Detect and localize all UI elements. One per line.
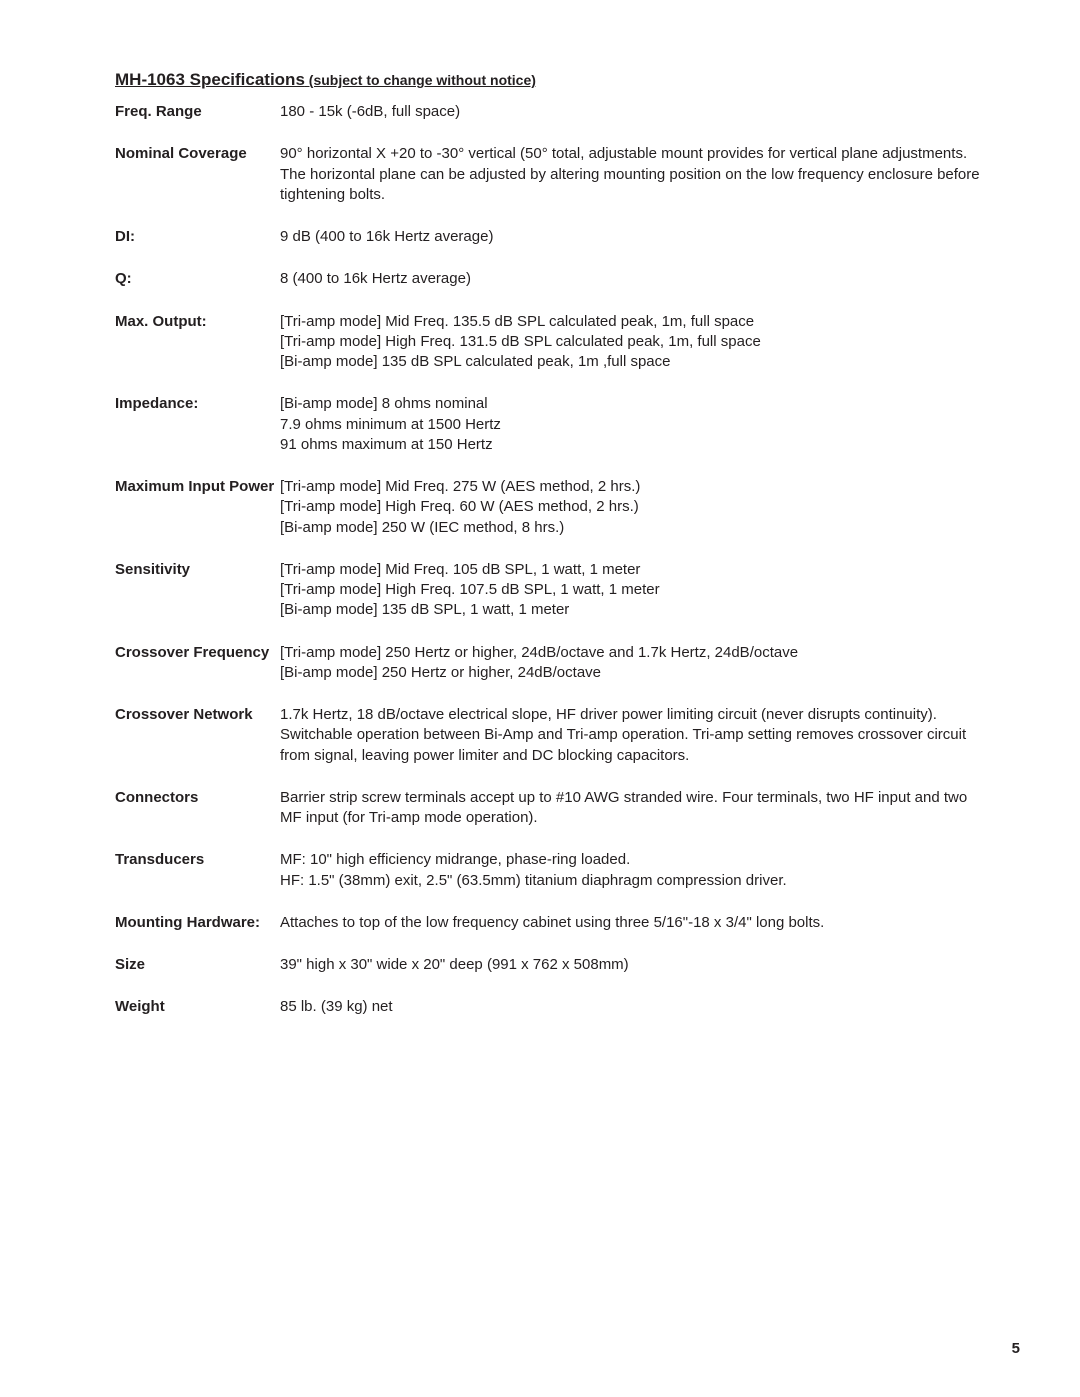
spec-value: 180 - 15k (-6dB, full space) (280, 102, 980, 122)
spec-value-line: [Bi-amp mode] 8 ohms nominal (280, 394, 980, 414)
spec-value: [Tri-amp mode] Mid Freq. 105 dB SPL, 1 w… (280, 560, 980, 621)
spec-label: Max. Output: (115, 312, 280, 332)
spec-row: Crossover Frequency[Tri-amp mode] 250 He… (115, 643, 980, 684)
spec-value-line: [Bi-amp mode] 135 dB SPL calculated peak… (280, 352, 980, 372)
spec-row: Nominal Coverage90° horizontal X +20 to … (115, 144, 980, 205)
spec-label: Connectors (115, 788, 280, 808)
spec-value: 1.7k Hertz, 18 dB/octave electrical slop… (280, 705, 980, 766)
spec-row: TransducersMF: 10" high efficiency midra… (115, 850, 980, 891)
spec-value: [Bi-amp mode] 8 ohms nominal7.9 ohms min… (280, 394, 980, 455)
spec-row: Mounting Hardware:Attaches to top of the… (115, 913, 980, 933)
spec-label: Sensitivity (115, 560, 280, 580)
page-number: 5 (1012, 1340, 1020, 1357)
spec-value-line: Barrier strip screw terminals accept up … (280, 788, 980, 829)
spec-value-line: Attaches to top of the low frequency cab… (280, 913, 980, 933)
spec-value-line: [Tri-amp mode] 250 Hertz or higher, 24dB… (280, 643, 980, 663)
spec-value-line: HF: 1.5" (38mm) exit, 2.5" (63.5mm) tita… (280, 871, 980, 891)
spec-value-line: [Tri-amp mode] Mid Freq. 105 dB SPL, 1 w… (280, 560, 980, 580)
spec-label: Transducers (115, 850, 280, 870)
spec-value-line: [Bi-amp mode] 250 Hertz or higher, 24dB/… (280, 663, 980, 683)
spec-value: [Tri-amp mode] Mid Freq. 275 W (AES meth… (280, 477, 980, 538)
spec-row: Crossover Network1.7k Hertz, 18 dB/octav… (115, 705, 980, 766)
spec-row: Impedance:[Bi-amp mode] 8 ohms nominal7.… (115, 394, 980, 455)
spec-value: 9 dB (400 to 16k Hertz average) (280, 227, 980, 247)
spec-row: Q:8 (400 to 16k Hertz average) (115, 269, 980, 289)
spec-label: Maximum Input Power (115, 477, 280, 497)
title-sub: (subject to change without notice) (305, 72, 536, 88)
spec-value-line: 1.7k Hertz, 18 dB/octave electrical slop… (280, 705, 980, 766)
spec-value-line: 180 - 15k (-6dB, full space) (280, 102, 980, 122)
spec-label: Crossover Frequency (115, 643, 280, 663)
spec-list: Freq. Range180 - 15k (-6dB, full space) N… (115, 102, 980, 1018)
spec-value: 39" high x 30" wide x 20" deep (991 x 76… (280, 955, 980, 975)
spec-value-line: [Tri-amp mode] Mid Freq. 275 W (AES meth… (280, 477, 980, 497)
spec-label: DI: (115, 227, 280, 247)
spec-title: MH-1063 Specifications (subject to chang… (115, 70, 980, 90)
spec-label: Impedance: (115, 394, 280, 414)
spec-row: Maximum Input Power[Tri-amp mode] Mid Fr… (115, 477, 980, 538)
spec-value-line: MF: 10" high efficiency midrange, phase-… (280, 850, 980, 870)
spec-value-line: 39" high x 30" wide x 20" deep (991 x 76… (280, 955, 980, 975)
spec-value: [Tri-amp mode] 250 Hertz or higher, 24dB… (280, 643, 980, 684)
spec-value: Barrier strip screw terminals accept up … (280, 788, 980, 829)
spec-row: Freq. Range180 - 15k (-6dB, full space) (115, 102, 980, 122)
spec-label: Crossover Network (115, 705, 280, 725)
spec-value: MF: 10" high efficiency midrange, phase-… (280, 850, 980, 891)
spec-value-line: [Bi-amp mode] 250 W (IEC method, 8 hrs.) (280, 518, 980, 538)
spec-value-line: 91 ohms maximum at 150 Hertz (280, 435, 980, 455)
title-main: MH-1063 Specifications (115, 70, 305, 89)
spec-value-line: [Tri-amp mode] High Freq. 107.5 dB SPL, … (280, 580, 980, 600)
spec-value-line: 9 dB (400 to 16k Hertz average) (280, 227, 980, 247)
spec-value-line: [Tri-amp mode] High Freq. 60 W (AES meth… (280, 497, 980, 517)
spec-label: Q: (115, 269, 280, 289)
spec-label: Freq. Range (115, 102, 280, 122)
spec-value: Attaches to top of the low frequency cab… (280, 913, 980, 933)
spec-value: 8 (400 to 16k Hertz average) (280, 269, 980, 289)
spec-value-line: [Bi-amp mode] 135 dB SPL, 1 watt, 1 mete… (280, 600, 980, 620)
spec-row: ConnectorsBarrier strip screw terminals … (115, 788, 980, 829)
spec-label: Weight (115, 997, 280, 1017)
spec-row: DI:9 dB (400 to 16k Hertz average) (115, 227, 980, 247)
spec-value: 90° horizontal X +20 to -30° vertical (5… (280, 144, 980, 205)
spec-value-line: [Tri-amp mode] High Freq. 131.5 dB SPL c… (280, 332, 980, 352)
spec-value-line: 90° horizontal X +20 to -30° vertical (5… (280, 144, 980, 205)
spec-label: Size (115, 955, 280, 975)
spec-label: Mounting Hardware: (115, 913, 280, 933)
spec-value-line: 8 (400 to 16k Hertz average) (280, 269, 980, 289)
spec-value: 85 lb. (39 kg) net (280, 997, 980, 1017)
spec-value-line: 7.9 ohms minimum at 1500 Hertz (280, 415, 980, 435)
spec-value-line: 85 lb. (39 kg) net (280, 997, 980, 1017)
spec-value: [Tri-amp mode] Mid Freq. 135.5 dB SPL ca… (280, 312, 980, 373)
spec-row: Weight85 lb. (39 kg) net (115, 997, 980, 1017)
spec-row: Sensitivity[Tri-amp mode] Mid Freq. 105 … (115, 560, 980, 621)
spec-label: Nominal Coverage (115, 144, 280, 164)
spec-row: Max. Output:[Tri-amp mode] Mid Freq. 135… (115, 312, 980, 373)
spec-value-line: [Tri-amp mode] Mid Freq. 135.5 dB SPL ca… (280, 312, 980, 332)
spec-row: Size39" high x 30" wide x 20" deep (991 … (115, 955, 980, 975)
